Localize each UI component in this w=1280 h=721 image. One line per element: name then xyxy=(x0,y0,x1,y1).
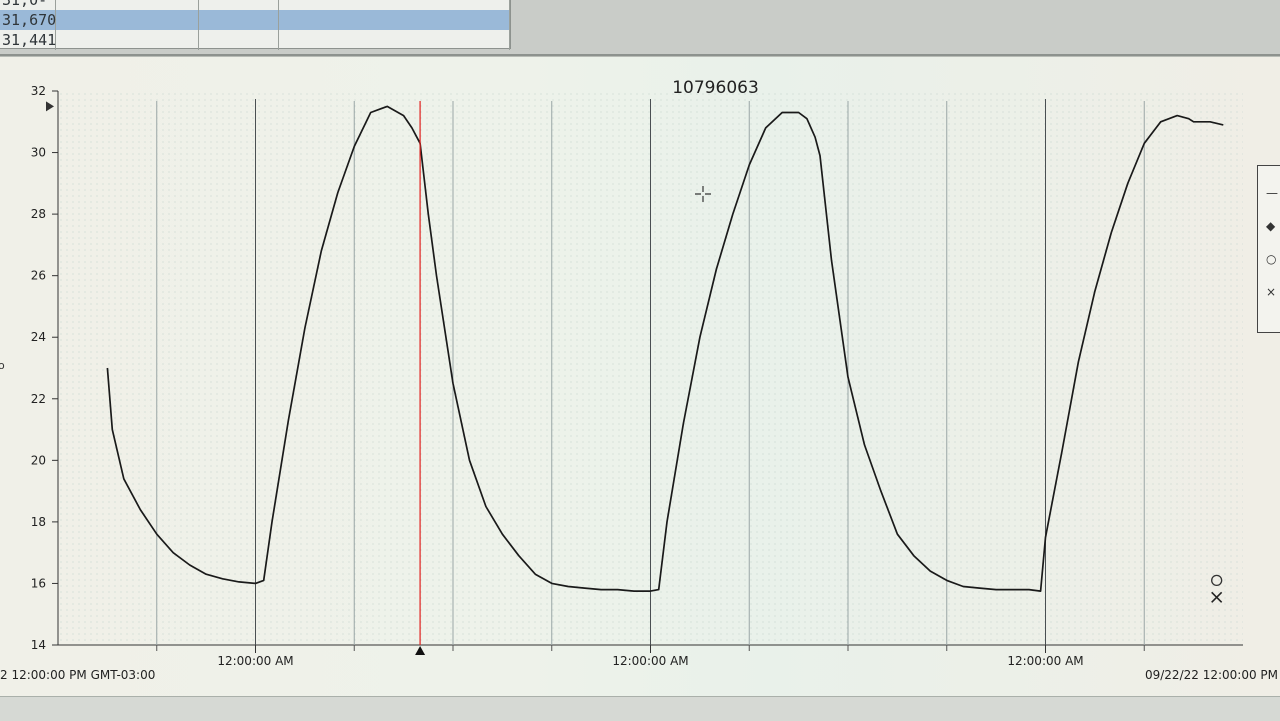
table-cell xyxy=(56,0,199,10)
end-marker-x xyxy=(1211,591,1223,603)
table-cell xyxy=(56,30,199,50)
y-tick-label: 20 xyxy=(31,453,46,467)
y-tick-label: 32 xyxy=(31,84,46,98)
y-tick-label: 30 xyxy=(31,146,46,160)
table-cell xyxy=(199,0,279,10)
y-tick-label: 14 xyxy=(31,638,46,652)
y-tick-label: 22 xyxy=(31,392,46,406)
y-tick-label: 24 xyxy=(31,330,46,344)
axis-misc-label: o xyxy=(0,359,5,372)
y-tick-label: 28 xyxy=(31,207,46,221)
legend-symbol: — xyxy=(1266,186,1278,200)
legend-symbol: ◆ xyxy=(1266,219,1276,233)
x-tick-label: 12:00:00 AM xyxy=(612,654,688,668)
series-line xyxy=(106,105,1224,592)
line-chart[interactable]: 10796063 14 16 18 20 22 24 26 28 30 32 12:00:00 AM 1… xyxy=(0,57,1280,697)
table-row[interactable]: 31,441 xyxy=(0,30,510,50)
crosshair-icon xyxy=(695,186,711,202)
x-start-label: 2 12:00:00 PM GMT-03:00 xyxy=(0,668,155,682)
cursor-handle xyxy=(415,646,426,655)
legend: — ◆ ○ × xyxy=(1257,165,1280,333)
table-cell xyxy=(279,10,510,30)
table-cell xyxy=(199,30,279,50)
table-cell: 31,670 xyxy=(2,10,57,30)
chart-title: 10796063 xyxy=(672,78,759,98)
y-tick-label: 26 xyxy=(31,269,46,283)
table-cell xyxy=(279,30,510,50)
table-row[interactable]: 31,670 xyxy=(0,10,510,30)
y-axis-marker xyxy=(46,101,54,112)
y-tick-label: 18 xyxy=(31,515,46,529)
end-marker-circle xyxy=(1211,574,1223,587)
legend-symbol: × xyxy=(1266,285,1277,299)
bottom-bar xyxy=(0,696,1280,721)
x-tick-label: 12:00:00 AM xyxy=(217,654,293,668)
table-cell xyxy=(56,10,199,30)
table-cell: 31,441 xyxy=(2,30,57,50)
chart-window[interactable]: 10796063 14 16 18 20 22 24 26 28 30 32 12:00:00 AM 1… xyxy=(0,56,1280,697)
table-cell xyxy=(199,10,279,30)
x-end-label: 09/22/22 12:00:00 PM xyxy=(1145,668,1278,682)
table-cell: 31,0-0 xyxy=(0,0,56,29)
y-tick-label: 16 xyxy=(31,576,46,590)
table-cell xyxy=(279,0,510,10)
table-row[interactable]: 31,0-0 xyxy=(0,0,510,29)
legend-symbol: ○ xyxy=(1266,252,1277,266)
x-tick-label: 12:00:00 AM xyxy=(1007,654,1083,668)
